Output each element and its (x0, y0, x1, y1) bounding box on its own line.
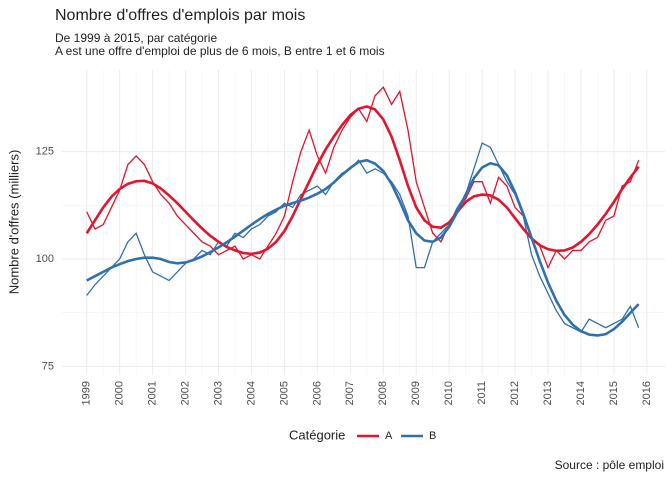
chart-title: Nombre d'offres d'emplois par mois (55, 7, 305, 24)
x-tick-label: 2012 (509, 381, 521, 405)
x-tick-label: 2016 (641, 381, 653, 405)
trend-line (86, 158, 640, 337)
y-tick-label: 100 (36, 253, 54, 265)
x-tick-label: 2001 (147, 381, 159, 405)
plot-panel (62, 70, 665, 375)
data-line (86, 142, 640, 333)
y-tick-label: 75 (42, 360, 54, 372)
chart-subtitle: A est une offre d'emploi de plus de 6 mo… (55, 44, 385, 58)
x-tick-label: 2000 (114, 381, 126, 405)
caption: Source : pôle emploi (555, 458, 664, 472)
x-tick-label: 1999 (81, 381, 93, 405)
x-tick-label: 2013 (542, 381, 554, 405)
x-tick-label: 2015 (608, 381, 620, 405)
legend-title: Catégorie (289, 427, 345, 442)
legend: Catégorie A B (289, 427, 436, 442)
x-tick-label: 2014 (575, 381, 587, 405)
legend-label: B (429, 430, 436, 442)
x-tick-label: 2004 (245, 381, 257, 405)
chart-subtitle: De 1999 à 2015, par catégorie (55, 31, 217, 45)
data-line (86, 86, 640, 270)
trend-line (85, 105, 640, 256)
x-tick-label: 2002 (179, 381, 191, 405)
y-axis-label: Nombre d'offres (milliers) (6, 150, 21, 295)
x-tick-label: 2006 (311, 381, 323, 405)
x-tick-label: 2003 (212, 381, 224, 405)
x-tick-label: 2010 (443, 381, 455, 405)
x-tick-label: 2009 (410, 381, 422, 405)
x-tick-label: 2011 (476, 381, 488, 405)
x-tick-label: 2005 (278, 381, 290, 405)
x-tick-label: 2007 (344, 381, 356, 405)
x-tick-label: 2008 (377, 381, 389, 405)
legend-label: A (385, 430, 393, 442)
y-tick-label: 125 (36, 146, 54, 158)
